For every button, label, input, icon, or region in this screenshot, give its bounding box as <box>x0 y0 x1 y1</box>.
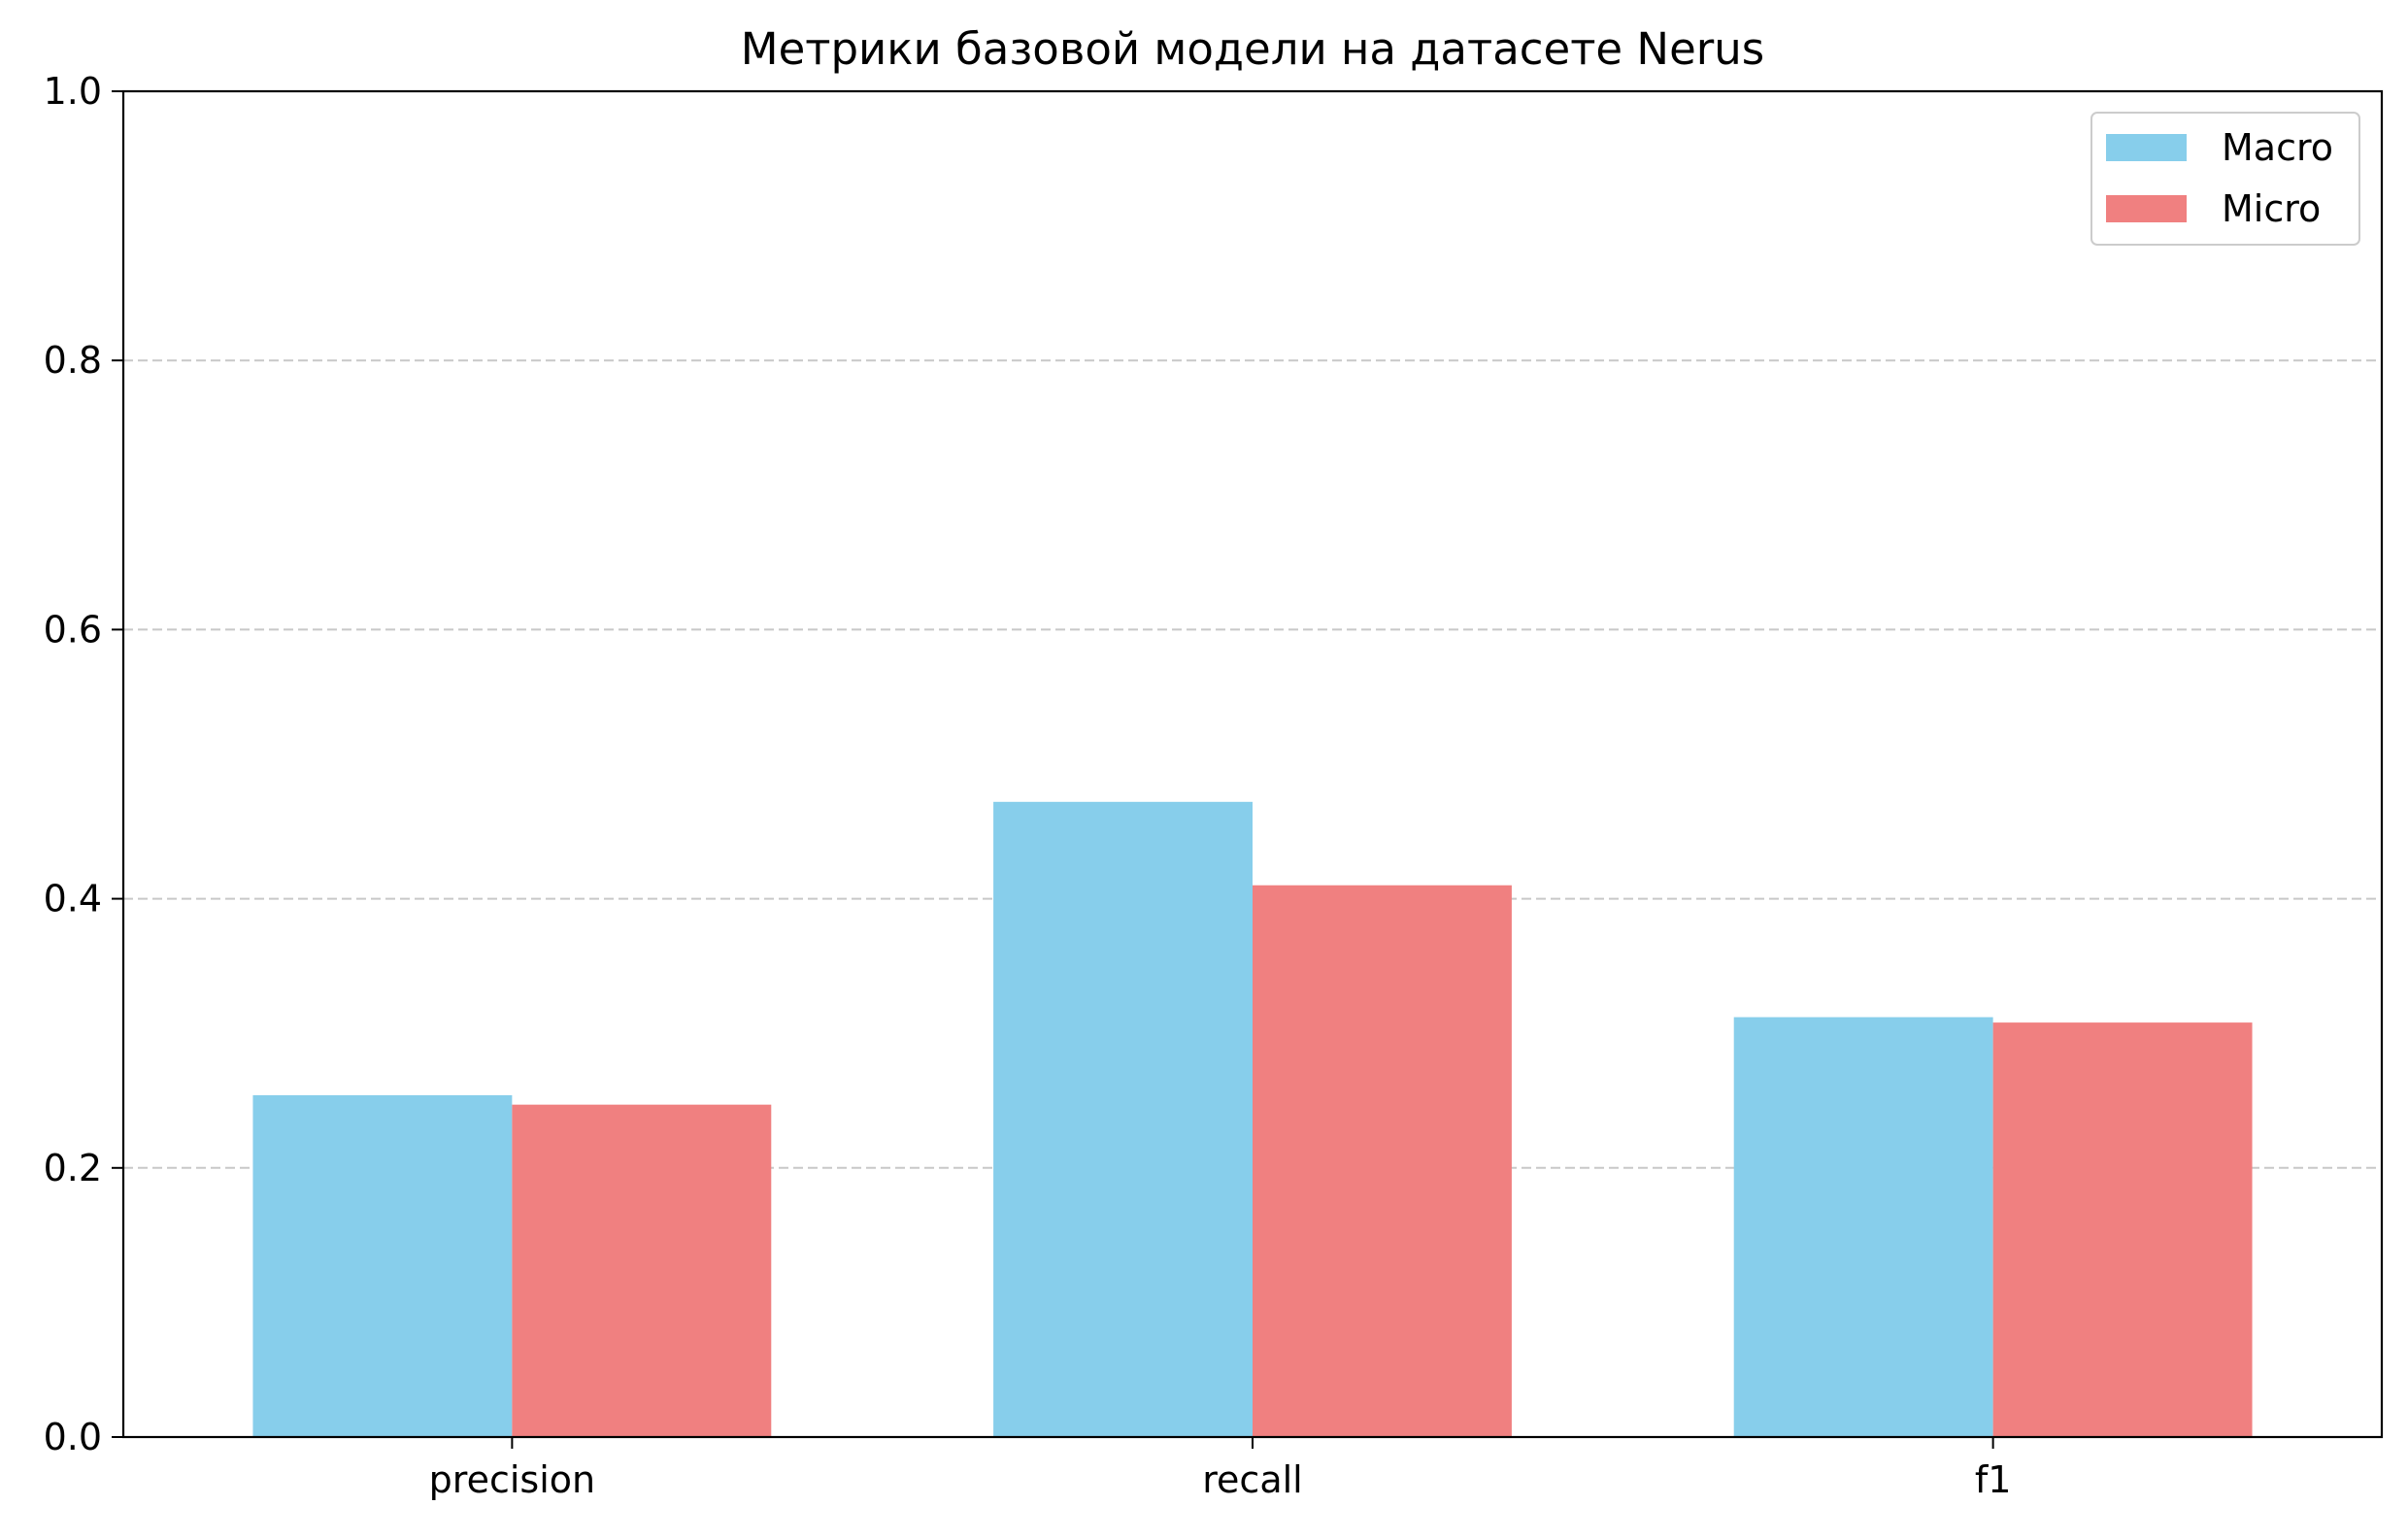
bar-macro-precision <box>252 1094 513 1437</box>
y-tick-label: 0.2 <box>44 1147 102 1189</box>
legend: Macro Micro <box>2090 112 2360 246</box>
y-tick-label: 0.0 <box>44 1416 102 1458</box>
x-tick-label: recall <box>1202 1458 1302 1501</box>
x-tick-label: precision <box>429 1458 595 1501</box>
axes: 0.0 0.2 0.4 0.6 0.8 1.0 precision recall f1 <box>44 70 2384 1501</box>
bars <box>252 801 2253 1437</box>
bar-micro-f1 <box>1992 1022 2253 1437</box>
legend-swatch-macro <box>2106 134 2187 161</box>
legend-label-micro: Micro <box>2222 187 2321 230</box>
bar-micro-recall <box>1253 885 1512 1437</box>
chart-title: Метрики базовой модели на датасете Nerus <box>741 23 1764 75</box>
y-tick-label: 1.0 <box>44 70 102 113</box>
y-tick-label: 0.4 <box>44 878 102 920</box>
legend-label-macro: Macro <box>2222 126 2333 169</box>
bar-macro-f1 <box>1733 1017 1993 1437</box>
x-tick-label: f1 <box>1975 1458 2012 1501</box>
y-tick-label: 0.8 <box>44 339 102 382</box>
y-tick-label: 0.6 <box>44 608 102 651</box>
legend-swatch-micro <box>2106 195 2187 222</box>
bar-macro-recall <box>993 801 1253 1437</box>
bar-micro-precision <box>512 1104 772 1437</box>
